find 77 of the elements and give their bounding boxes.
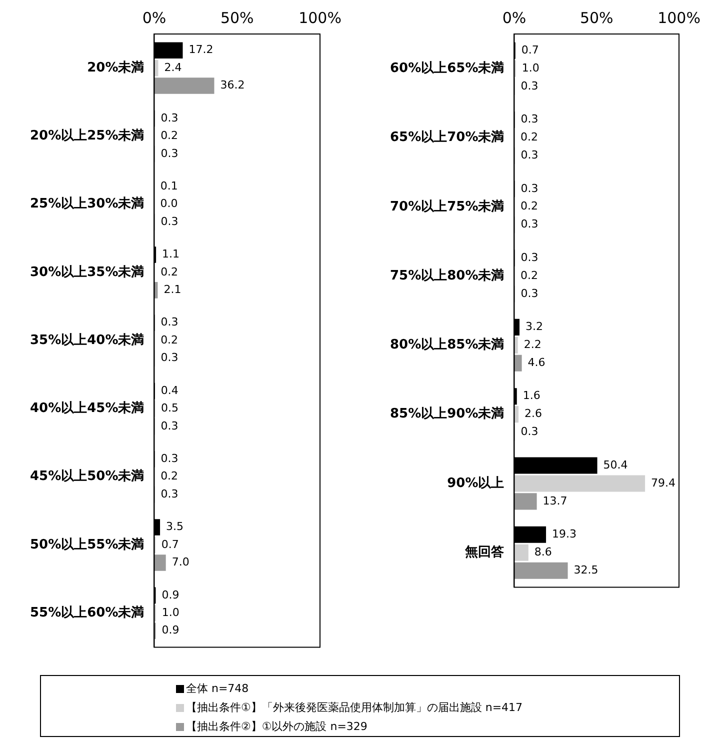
data-label: 50.4 xyxy=(603,458,628,472)
y-tick-label: 40%以上45%未満 xyxy=(30,401,144,416)
x-tick-label: 100% xyxy=(298,8,342,27)
data-label: 0.2 xyxy=(160,129,178,142)
data-label: 2.4 xyxy=(164,60,182,74)
data-label: 0.3 xyxy=(520,148,538,162)
data-label: 0.3 xyxy=(520,425,538,438)
y-tick-label: 70%以上75%未満 xyxy=(390,199,504,214)
data-label: 0.3 xyxy=(160,487,178,500)
data-label: 0.5 xyxy=(161,402,179,415)
legend-label: 【抽出条件②】①以外の施設 n=329 xyxy=(185,719,368,735)
data-label: 0.0 xyxy=(160,197,178,210)
y-tick-label: 80%以上85%未満 xyxy=(390,338,504,353)
data-label: 4.6 xyxy=(528,356,546,370)
x-tick-label: 50% xyxy=(220,8,254,27)
x-tick-label: 100% xyxy=(658,8,700,27)
data-label: 0.3 xyxy=(160,351,178,364)
y-tick-label: 45%以上50%未満 xyxy=(30,469,144,484)
data-label: 1.0 xyxy=(522,61,540,74)
data-label: 19.3 xyxy=(552,528,577,541)
data-label: 0.2 xyxy=(520,200,538,213)
data-label: 2.1 xyxy=(164,283,182,296)
data-label: 2.6 xyxy=(524,407,542,420)
y-tick-label: 75%以上80%未満 xyxy=(390,268,504,284)
data-label: 0.1 xyxy=(160,179,178,192)
y-tick-label: 90%以上 xyxy=(447,476,504,491)
legend-label: 【抽出条件①】「外来後発医薬品使用体制加算」の届出施設 n=417 xyxy=(185,700,524,716)
data-label: 1.1 xyxy=(162,248,180,261)
data-label: 3.5 xyxy=(166,520,184,534)
data-label: 0.3 xyxy=(160,419,178,432)
data-label: 8.6 xyxy=(534,545,552,558)
data-label: 0.3 xyxy=(160,111,178,124)
data-label: 0.2 xyxy=(160,265,178,278)
data-label: 0.4 xyxy=(160,384,178,397)
data-label: 0.3 xyxy=(520,218,538,231)
x-tick-label: 0% xyxy=(502,8,526,27)
data-label: 2.2 xyxy=(524,338,542,352)
data-label: 32.5 xyxy=(574,563,598,576)
data-label: 0.3 xyxy=(160,214,178,228)
data-label: 0.7 xyxy=(161,538,179,551)
data-label: 0.3 xyxy=(520,79,538,92)
data-label: 0.3 xyxy=(520,286,538,300)
data-label: 0.2 xyxy=(160,470,178,483)
data-label: 0.3 xyxy=(160,452,178,466)
data-label: 0.3 xyxy=(160,146,178,160)
x-tick-label: 50% xyxy=(580,8,614,27)
data-label: 0.7 xyxy=(521,43,539,56)
data-label: 79.4 xyxy=(651,476,676,490)
data-label: 0.9 xyxy=(162,624,180,637)
y-tick-label: 35%以上40%未満 xyxy=(30,332,144,348)
data-label: 0.3 xyxy=(160,316,178,329)
y-tick-label: 60%以上65%未満 xyxy=(390,60,504,76)
data-label: 0.2 xyxy=(520,268,538,282)
legend-label: 全体 n=748 xyxy=(185,681,250,697)
data-label: 0.2 xyxy=(520,130,538,144)
data-label: 13.7 xyxy=(542,494,568,508)
y-tick-label: 20%未満 xyxy=(87,60,144,76)
y-tick-label: 25%以上30%未満 xyxy=(30,196,144,212)
y-tick-label: 55%以上60%未満 xyxy=(30,606,144,621)
x-tick-label: 0% xyxy=(142,8,166,27)
data-label: 0.2 xyxy=(160,333,178,346)
y-tick-label: 20%以上25%未満 xyxy=(30,128,144,144)
data-label: 0.3 xyxy=(520,112,538,126)
y-tick-label: 85%以上90%未満 xyxy=(390,406,504,422)
data-label: 1.0 xyxy=(162,606,180,619)
y-tick-label: 50%以上55%未満 xyxy=(30,537,144,552)
data-label: 0.3 xyxy=(520,250,538,264)
y-tick-label: 65%以上70%未満 xyxy=(390,130,504,146)
data-label: 17.2 xyxy=(188,43,214,56)
y-tick-label: 30%以上35%未満 xyxy=(30,264,144,280)
data-label: 1.6 xyxy=(522,389,540,402)
data-label: 7.0 xyxy=(172,556,190,569)
data-label: 0.3 xyxy=(520,182,538,195)
data-label: 3.2 xyxy=(526,320,544,334)
y-tick-label: 無回答 xyxy=(464,545,504,560)
data-label: 36.2 xyxy=(220,78,245,92)
data-label: 0.9 xyxy=(162,588,180,602)
